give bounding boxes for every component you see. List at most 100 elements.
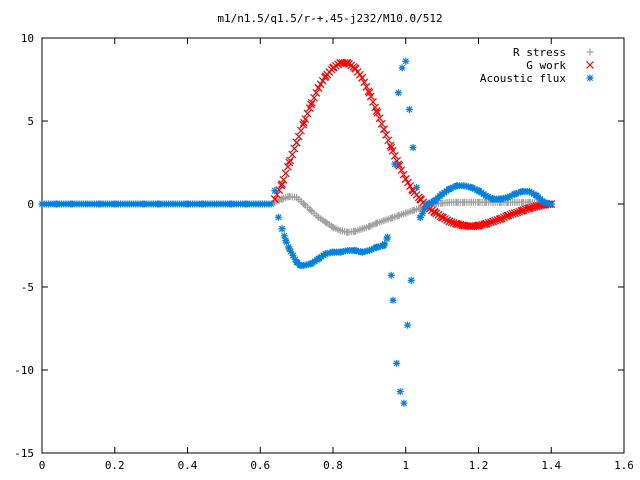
data-point-g-work — [395, 161, 404, 170]
chart-title: m1/n1.5/q1.5/r-+.45-j232/M10.0/512 — [217, 12, 442, 25]
data-point-acoustic-flux — [402, 57, 410, 65]
legend-marker — [586, 48, 594, 56]
data-point-g-work — [318, 76, 327, 85]
data-point-acoustic-flux — [471, 185, 479, 193]
chart-marks — [38, 57, 556, 407]
data-point-g-work — [504, 211, 513, 220]
data-point-g-work — [294, 132, 303, 141]
data-point-g-work — [510, 209, 519, 218]
data-point-g-work — [524, 204, 532, 213]
data-point-acoustic-flux — [445, 186, 453, 194]
data-point-g-work — [447, 218, 456, 227]
data-point-acoustic-flux — [407, 276, 415, 284]
data-point-acoustic-flux — [506, 192, 514, 200]
data-point-g-work — [277, 181, 286, 190]
data-point-g-work — [406, 182, 415, 190]
data-point-acoustic-flux — [282, 237, 290, 245]
data-point-g-work — [303, 109, 312, 118]
data-point-acoustic-flux — [530, 190, 538, 198]
x-tick-label: 0.8 — [323, 459, 343, 472]
data-point-g-work — [441, 215, 449, 223]
data-point-acoustic-flux — [365, 246, 373, 254]
data-point-acoustic-flux — [413, 183, 421, 191]
data-point-g-work — [290, 144, 299, 153]
data-point-acoustic-flux — [383, 235, 391, 243]
axes: 0 0.2 0.4 0.6 0.8 1 1.2 1.4 1.6 10 5 0 -5 -10 -15 — [14, 32, 634, 472]
data-point-acoustic-flux — [510, 190, 518, 198]
data-point-g-work — [515, 207, 524, 216]
data-point-g-work — [307, 98, 316, 107]
data-point-g-work — [288, 150, 297, 159]
data-point-g-work — [371, 103, 380, 112]
data-point-g-work — [445, 217, 454, 226]
x-tick-label: 1.2 — [469, 459, 489, 472]
data-point-acoustic-flux — [400, 399, 408, 407]
data-point-acoustic-flux — [278, 225, 286, 233]
data-point-acoustic-flux — [271, 187, 279, 195]
data-point-acoustic-flux — [389, 296, 397, 304]
data-point-g-work — [369, 97, 377, 106]
data-point-g-work — [366, 92, 375, 101]
data-point-g-work — [382, 130, 391, 139]
data-point-g-work — [384, 136, 393, 145]
data-point-acoustic-flux — [405, 105, 413, 113]
data-point-acoustic-flux — [484, 193, 492, 201]
data-point-g-work — [480, 220, 489, 229]
data-point-acoustic-flux — [285, 243, 293, 251]
data-point-g-work — [281, 169, 290, 178]
data-point-acoustic-flux — [296, 261, 304, 269]
data-point-acoustic-flux — [306, 260, 314, 268]
data-point-g-work — [286, 156, 295, 165]
data-point-g-work — [316, 80, 325, 89]
data-point-acoustic-flux — [466, 183, 474, 191]
data-point-acoustic-flux — [429, 197, 437, 205]
y-tick-label: 10 — [21, 32, 34, 45]
data-point-acoustic-flux — [515, 189, 523, 197]
data-point-acoustic-flux — [384, 233, 392, 241]
data-point-g-work — [285, 158, 294, 167]
data-point-acoustic-flux — [512, 190, 520, 198]
data-point-g-work — [279, 175, 288, 184]
data-point-acoustic-flux — [404, 321, 412, 329]
data-point-acoustic-flux — [396, 388, 404, 396]
data-point-g-work — [397, 166, 406, 175]
data-point-acoustic-flux — [285, 245, 293, 253]
data-point-g-work — [484, 218, 493, 227]
data-point-g-work — [449, 218, 458, 227]
y-tick-label: -15 — [14, 447, 34, 460]
legend-label: G work — [526, 59, 566, 72]
data-point-g-work — [342, 58, 351, 67]
data-point-acoustic-flux — [381, 240, 389, 248]
data-point-acoustic-flux — [418, 209, 426, 217]
data-point-g-work — [283, 162, 292, 171]
data-point-acoustic-flux — [394, 89, 402, 97]
data-point-acoustic-flux — [545, 200, 553, 208]
data-point-g-work — [373, 108, 382, 117]
data-point-g-work — [521, 205, 530, 214]
legend-marker — [586, 74, 594, 82]
legend-marker — [586, 61, 594, 69]
data-point-g-work — [310, 93, 319, 102]
data-point-acoustic-flux — [287, 247, 295, 255]
data-point-g-work — [513, 208, 521, 217]
data-point-acoustic-flux — [469, 184, 477, 192]
data-point-g-work — [360, 78, 369, 87]
data-point-g-work — [399, 170, 408, 179]
data-point-g-work — [438, 213, 447, 222]
data-point-acoustic-flux — [391, 160, 399, 168]
data-point-g-work — [519, 206, 528, 215]
data-point-acoustic-flux — [393, 359, 401, 367]
y-tick-label: -10 — [14, 364, 34, 377]
data-point-acoustic-flux — [486, 194, 494, 202]
data-point-acoustic-flux — [508, 191, 516, 199]
data-point-acoustic-flux — [421, 205, 429, 213]
data-point-g-work — [358, 73, 367, 82]
data-point-acoustic-flux — [449, 183, 457, 191]
data-point-acoustic-flux — [370, 244, 378, 252]
data-point-g-work — [301, 115, 310, 123]
data-point-g-work — [517, 206, 526, 215]
data-point-acoustic-flux — [473, 186, 481, 194]
series-g-work — [270, 58, 556, 231]
data-point-g-work — [380, 125, 388, 134]
